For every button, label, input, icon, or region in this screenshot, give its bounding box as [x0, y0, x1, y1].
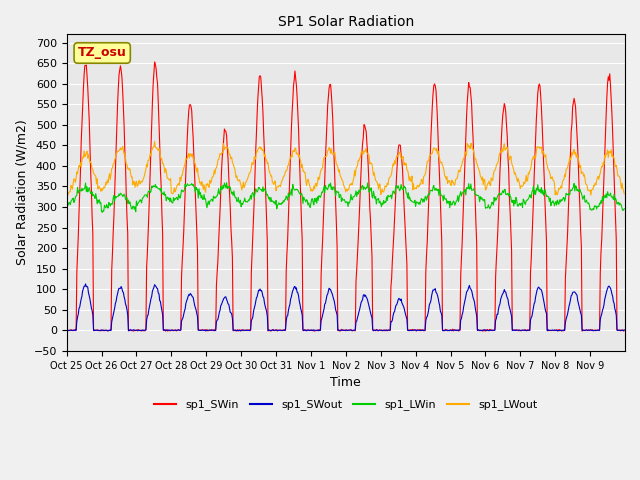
sp1_SWin — [232, 328, 240, 334]
Line: sp1_LWin: sp1_LWin — [67, 182, 624, 213]
sp1_SWout — [259, 294, 267, 300]
sp1_LWout — [151, 139, 159, 144]
sp1_SWin — [436, 176, 444, 181]
sp1_LWout — [63, 189, 70, 195]
sp1_LWin — [99, 210, 106, 216]
sp1_SWout — [129, 327, 137, 333]
sp1_SWin — [404, 327, 412, 333]
sp1_LWin — [129, 204, 137, 209]
sp1_LWout — [620, 191, 628, 197]
sp1_LWout — [259, 147, 267, 153]
sp1_SWout — [435, 300, 443, 305]
Text: TZ_osu: TZ_osu — [78, 47, 127, 60]
sp1_LWout — [587, 192, 595, 198]
sp1_SWout — [404, 327, 412, 333]
Legend: sp1_SWin, sp1_SWout, sp1_LWin, sp1_LWout: sp1_SWin, sp1_SWout, sp1_LWin, sp1_LWout — [150, 395, 542, 415]
sp1_LWout — [280, 173, 288, 179]
sp1_LWin — [436, 187, 444, 192]
sp1_LWout — [435, 154, 443, 160]
X-axis label: Time: Time — [330, 376, 361, 389]
Line: sp1_SWout: sp1_SWout — [67, 284, 624, 331]
sp1_LWin — [260, 189, 268, 194]
sp1_SWin — [63, 327, 70, 333]
sp1_SWin — [281, 326, 289, 332]
Line: sp1_LWout: sp1_LWout — [67, 142, 624, 195]
sp1_LWout — [232, 169, 239, 175]
sp1_LWin — [620, 206, 628, 212]
sp1_SWin — [620, 328, 628, 334]
sp1_SWin — [151, 59, 159, 65]
sp1_LWin — [63, 201, 70, 206]
sp1_SWout — [63, 327, 70, 333]
sp1_SWout — [82, 281, 90, 287]
sp1_SWin — [260, 131, 268, 136]
Y-axis label: Solar Radiation (W/m2): Solar Radiation (W/m2) — [15, 120, 28, 265]
sp1_SWout — [232, 327, 239, 333]
sp1_SWout — [280, 327, 288, 333]
sp1_LWin — [281, 197, 289, 203]
sp1_SWin — [128, 328, 136, 334]
Line: sp1_SWin: sp1_SWin — [67, 62, 624, 331]
sp1_SWin — [130, 328, 138, 334]
sp1_LWin — [404, 190, 412, 196]
sp1_SWout — [620, 327, 628, 333]
sp1_LWout — [404, 168, 412, 173]
sp1_SWout — [554, 328, 561, 334]
sp1_LWin — [223, 180, 230, 185]
sp1_LWout — [128, 174, 136, 180]
Title: SP1 Solar Radiation: SP1 Solar Radiation — [278, 15, 414, 29]
sp1_LWin — [232, 194, 240, 200]
